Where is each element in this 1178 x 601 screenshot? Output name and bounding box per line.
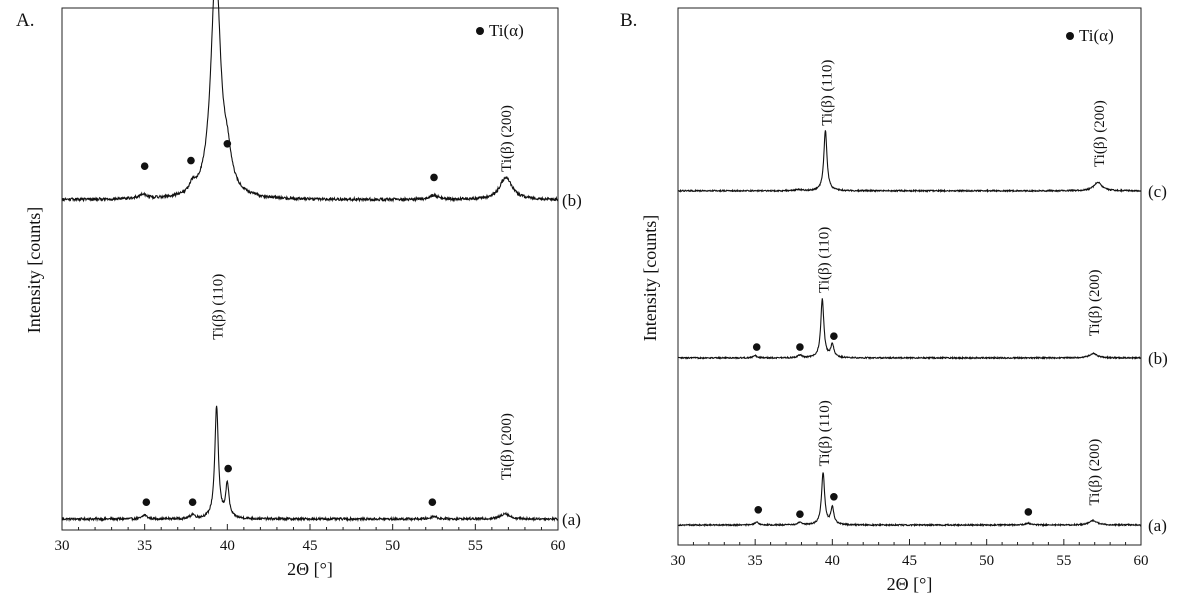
series-line — [677, 130, 1142, 194]
series-label: (b) — [562, 191, 582, 210]
legend-label: Ti(α) — [1079, 26, 1114, 45]
series-label: (a) — [1148, 516, 1167, 535]
x-tick-label: 45 — [902, 553, 917, 569]
x-axis-title: 2Θ [°] — [887, 574, 933, 594]
x-tick-label: 60 — [1134, 553, 1149, 569]
peak-label: Ti(β) (110) — [816, 227, 832, 293]
alpha-phase-marker — [830, 332, 838, 341]
x-tick-label: 50 — [979, 553, 994, 569]
peak-label: Ti(β) (200) — [1087, 439, 1103, 506]
plot-frame — [61, 7, 559, 531]
x-tick-label: 30 — [671, 553, 686, 569]
x-tick-label: 60 — [551, 538, 566, 554]
alpha-phase-marker — [754, 506, 763, 514]
legend-alpha-marker — [476, 27, 484, 35]
alpha-phase-marker — [224, 464, 232, 473]
x-tick-label: 45 — [303, 538, 318, 554]
alpha-phase-marker — [140, 162, 149, 170]
x-tick-label: 30 — [55, 538, 70, 554]
peak-label: Ti(β) (110) — [819, 60, 835, 126]
alpha-phase-marker — [752, 343, 761, 351]
series-label: (b) — [1148, 349, 1168, 368]
alpha-phase-marker — [430, 173, 438, 182]
series-1: (b)Ti(β) (110)Ti(β) (200) — [61, 0, 582, 210]
panel-1: B. 30 35 40 45 50 55 60 2Θ [°] Intensity [counts]… — [620, 7, 1168, 594]
x-tick-label: 35 — [748, 553, 763, 569]
series-2: (c) Ti(β) (110) Ti(β) (200) — [677, 60, 1167, 201]
series-label: (a) — [562, 510, 581, 529]
series-0: (a) Ti(β) (110) Ti(β) (200) — [677, 400, 1167, 535]
plot-frame — [677, 7, 1142, 546]
legend: Ti(α) — [1066, 26, 1114, 45]
alpha-phase-marker — [187, 156, 195, 165]
legend-alpha-marker — [1066, 32, 1074, 40]
y-axis-title: Intensity [counts] — [24, 207, 44, 333]
x-tick-label: 40 — [825, 553, 840, 569]
series-0: (a) Ti(β) (110) Ti(β) (200) — [61, 274, 581, 529]
peak-label: Ti(β) (200) — [499, 413, 515, 480]
alpha-phase-marker — [188, 498, 197, 507]
alpha-phase-marker — [830, 492, 838, 501]
y-axis-title: Intensity [counts] — [640, 215, 660, 341]
peak-label: Ti(β) (200) — [499, 105, 515, 172]
legend: Ti(α) — [476, 21, 524, 40]
series-1: (b) Ti(β) (110) Ti(β) (200) — [677, 227, 1168, 368]
series-line — [61, 0, 559, 203]
series-line — [61, 405, 559, 523]
peak-label: Ti(β) (200) — [1087, 270, 1103, 337]
x-tick-label: 50 — [385, 538, 400, 554]
alpha-phase-marker — [796, 510, 804, 518]
series-line — [677, 298, 1142, 361]
alpha-phase-marker — [428, 498, 437, 507]
x-tick-label: 35 — [137, 538, 152, 554]
series-line — [677, 472, 1142, 528]
panel-0: A. 30 35 40 45 50 55 60 2Θ [°] Intensity [counts]… — [16, 0, 582, 579]
x-tick-label: 55 — [1056, 553, 1071, 569]
peak-label: Ti(β) (110) — [817, 400, 833, 466]
alpha-phase-marker — [796, 343, 804, 351]
panel-letter: A. — [16, 10, 34, 31]
peak-label: Ti(β) (110) — [211, 274, 227, 340]
x-axis-title: 2Θ [°] — [287, 559, 333, 579]
alpha-phase-marker — [223, 140, 232, 148]
x-tick-label: 40 — [220, 538, 235, 554]
series-label: (c) — [1148, 182, 1167, 201]
peak-label: Ti(β) (200) — [1092, 100, 1108, 167]
legend-label: Ti(α) — [489, 21, 524, 40]
panel-letter: B. — [620, 10, 637, 31]
x-tick-label: 55 — [468, 538, 483, 554]
alpha-phase-marker — [142, 498, 151, 507]
alpha-phase-marker — [1024, 508, 1033, 516]
